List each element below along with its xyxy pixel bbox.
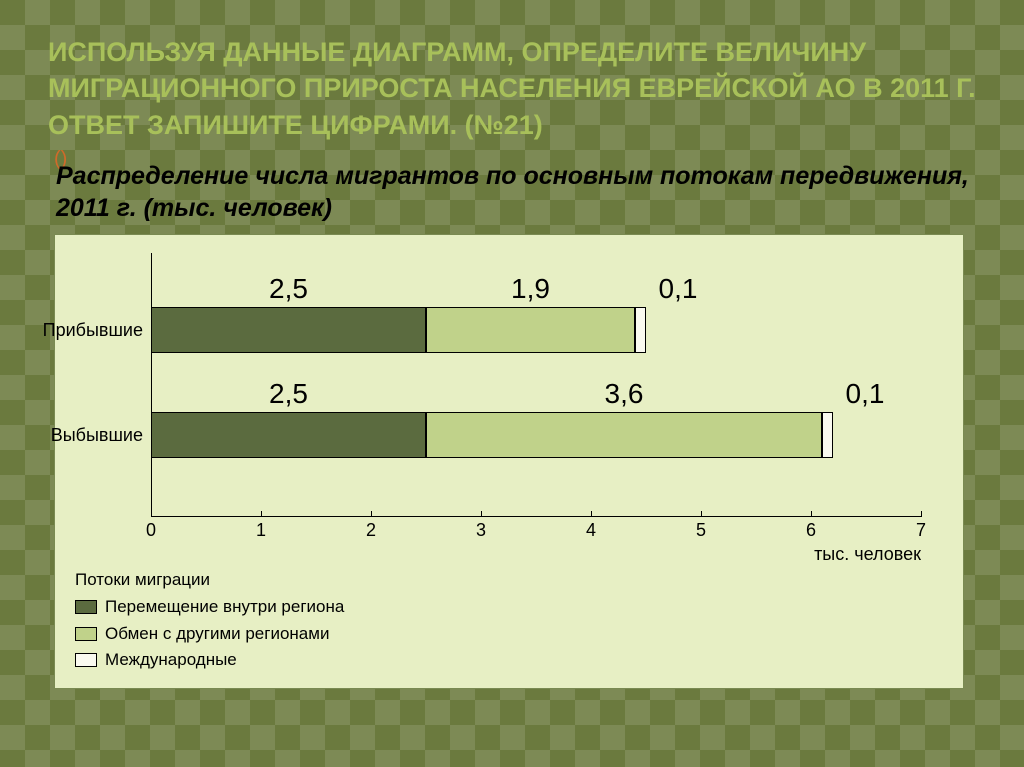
x-tick-label: 3 bbox=[476, 520, 486, 541]
bar-segment bbox=[426, 307, 635, 353]
x-tick bbox=[701, 511, 702, 517]
chart-plot: тыс. человек 01234567Прибывшие2,51,90,1В… bbox=[151, 249, 921, 549]
x-tick-label: 6 bbox=[806, 520, 816, 541]
x-tick bbox=[811, 511, 812, 517]
bar-row: Выбывшие bbox=[151, 412, 921, 458]
bar-value-label: 0,1 bbox=[846, 378, 885, 410]
bar-segment bbox=[822, 412, 833, 458]
x-tick-label: 0 bbox=[146, 520, 156, 541]
chart-card: тыс. человек 01234567Прибывшие2,51,90,1В… bbox=[54, 234, 964, 689]
x-tick bbox=[371, 511, 372, 517]
x-tick bbox=[261, 511, 262, 517]
x-tick-label: 1 bbox=[256, 520, 266, 541]
x-tick-label: 7 bbox=[916, 520, 926, 541]
x-tick bbox=[591, 511, 592, 517]
bar-segment bbox=[151, 412, 426, 458]
task-title: ИСПОЛЬЗУЯ ДАННЫЕ ДИАГРАММ, ОПРЕДЕЛИТЕ ВЕ… bbox=[48, 34, 976, 143]
chart-container: тыс. человек 01234567Прибывшие2,51,90,1В… bbox=[54, 234, 976, 689]
legend-swatch bbox=[75, 600, 97, 614]
x-tick-label: 2 bbox=[366, 520, 376, 541]
bar-value-label: 3,6 bbox=[605, 378, 644, 410]
bar-value-label: 2,5 bbox=[269, 273, 308, 305]
bar-value-label: 0,1 bbox=[659, 273, 698, 305]
bar-segment bbox=[426, 412, 822, 458]
legend-title: Потоки миграции bbox=[75, 567, 953, 593]
bar-category-label: Выбывшие bbox=[51, 425, 143, 446]
x-tick bbox=[481, 511, 482, 517]
x-tick-label: 5 bbox=[696, 520, 706, 541]
legend-item: Перемещение внутри региона bbox=[75, 594, 953, 620]
legend-swatch bbox=[75, 653, 97, 667]
legend-item: Международные bbox=[75, 647, 953, 673]
chart-subtitle: Распределение числа мигрантов по основны… bbox=[56, 161, 976, 224]
legend-swatch bbox=[75, 627, 97, 641]
y-axis bbox=[151, 253, 152, 517]
x-tick bbox=[921, 511, 922, 517]
bar-row: Прибывшие bbox=[151, 307, 921, 353]
slide: ИСПОЛЬЗУЯ ДАННЫЕ ДИАГРАММ, ОПРЕДЕЛИТЕ ВЕ… bbox=[0, 0, 1024, 767]
legend-label: Перемещение внутри региона bbox=[105, 594, 344, 620]
bar-category-label: Прибывшие bbox=[43, 320, 143, 341]
x-axis bbox=[151, 516, 921, 517]
bar-segment bbox=[151, 307, 426, 353]
legend-item: Обмен с другими регионами bbox=[75, 621, 953, 647]
bar-value-label: 2,5 bbox=[269, 378, 308, 410]
bar-segment bbox=[635, 307, 646, 353]
x-tick bbox=[151, 511, 152, 517]
bar-value-label: 1,9 bbox=[511, 273, 550, 305]
x-tick-label: 4 bbox=[586, 520, 596, 541]
x-axis-label: тыс. человек bbox=[814, 544, 921, 565]
legend: Потоки миграции Перемещение внутри регио… bbox=[75, 567, 953, 673]
legend-label: Обмен с другими регионами bbox=[105, 621, 329, 647]
legend-label: Международные bbox=[105, 647, 237, 673]
